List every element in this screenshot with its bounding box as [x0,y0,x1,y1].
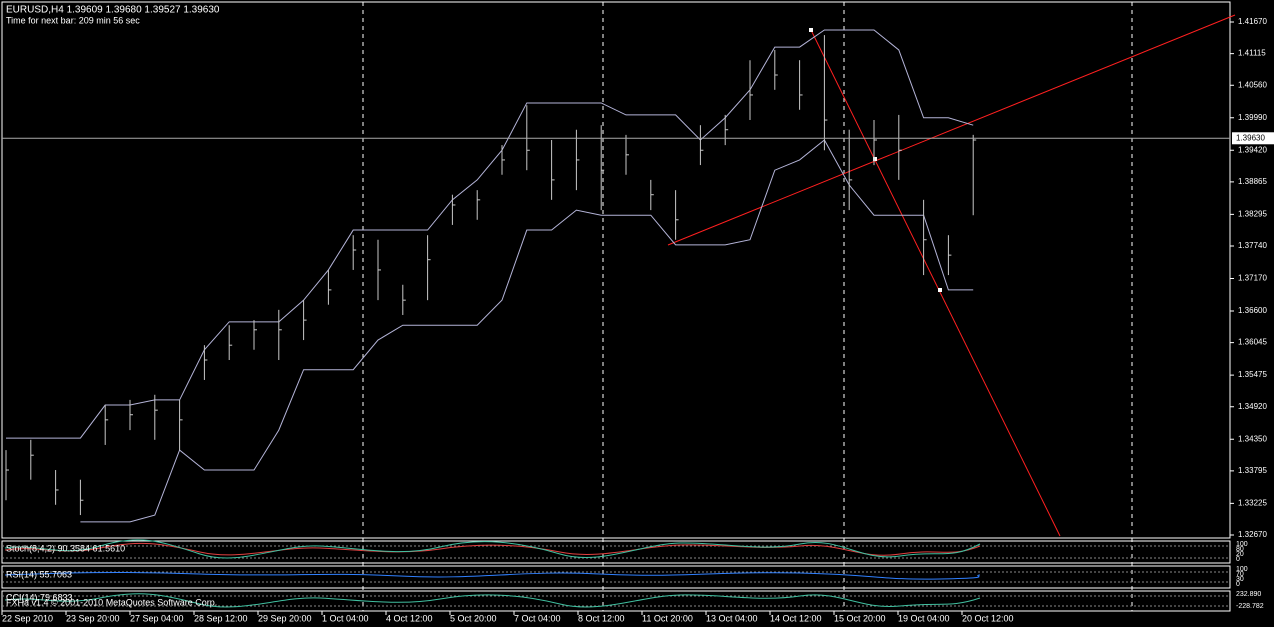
rsi-line [4,571,981,580]
cci-line [4,593,981,608]
x-tick-label: 14 Oct 12:00 [770,613,822,623]
main-frame [1,1,1231,539]
indicator-levels [2,545,1230,607]
indicator-scale: 0 [1236,556,1240,563]
y-tick-label: 1.38865 [1238,177,1267,186]
y-tick-label: 1.35475 [1238,370,1267,379]
rsi-frame [1,565,1231,589]
x-tick-label: 13 Oct 04:00 [706,613,758,623]
x-tick-label: 23 Sep 20:00 [66,613,120,623]
y-tick-label: 1.37740 [1238,241,1267,250]
bid-label: 1.39630 [1236,133,1265,142]
y-tick-label: 1.32670 [1238,530,1267,539]
subtitle: Time for next bar: 209 min 56 sec [6,15,140,25]
y-tick-label: 1.40560 [1238,80,1267,89]
indicator-scale: 20 [1236,551,1244,558]
x-tick-label: 28 Sep 12:00 [194,613,248,623]
x-tick-label: 11 Oct 20:00 [642,613,693,623]
indicator-scale: 100 [1236,566,1248,573]
x-tick-label: 4 Oct 12:00 [386,613,433,623]
x-tick-label: 22 Sep 2010 [2,613,53,623]
y-tick-label: 1.41115 [1238,49,1266,58]
stoch-main [4,539,981,559]
bid-box [1232,132,1274,145]
x-tick-label: 8 Oct 12:00 [578,613,625,623]
point [809,28,813,32]
indicator-scale: 70 [1236,571,1244,578]
x-tick-label: 15 Oct 20:00 [834,613,886,623]
y-tick-label: 1.33795 [1238,466,1267,475]
y-tick-label: 1.36045 [1238,338,1267,347]
y-tick-label: 1.36600 [1238,306,1267,315]
trendline [667,14,1236,246]
trendline [810,29,1061,537]
y-tick-label: 1.39990 [1238,113,1267,122]
indicator-scale: 0 [1236,581,1240,588]
copyright: FXHa v1.4 © 2001-2010 MetaQuotes Softwar… [6,597,217,607]
y-tick-label: 1.38295 [1238,209,1267,218]
y-tick-label: 1.34920 [1238,402,1267,411]
point [938,288,942,292]
title: EURUSD,H4 1.39609 1.39680 1.39527 1.3963… [6,5,220,16]
stoch-frame [1,540,1231,564]
indicator-scale: 80 [1236,546,1244,553]
indicator-label: CCI(14) 79.6833 [6,592,73,602]
trendlines [667,14,1236,537]
y-tick-label: 1.39420 [1238,145,1267,154]
cci-frame [1,590,1231,612]
x-tick-label: 29 Sep 20:00 [258,613,312,623]
y-tick-label: 1.33225 [1238,498,1267,507]
indicator-scale: 30 [1236,576,1244,583]
x-tick-label: 20 Oct 12:00 [962,613,1014,623]
point [873,157,877,161]
y-tick-label: 1.37170 [1238,274,1267,283]
indicator-scale: 100 [1236,541,1248,548]
trend-points [809,28,942,292]
x-tick-label: 7 Oct 04:00 [514,613,561,623]
y-tick-label: 1.34350 [1238,434,1267,443]
vertical-grid [362,2,1133,611]
channel-line [6,29,974,439]
indicator-scale: 232.890 [1236,591,1261,598]
indicator-label: Stoch(8,4,2) 90.3584 61.5610 [6,543,125,553]
x-tick-label: 5 Oct 20:00 [450,613,497,623]
x-tick-label: 1 Oct 04:00 [322,613,369,623]
y-tick-label: 1.41670 [1238,17,1267,26]
stoch-signal [4,542,981,556]
x-tick-label: 19 Oct 04:00 [898,613,950,623]
x-tick-label: 27 Sep 04:00 [130,613,184,623]
indicator-label: RSI(14) 55.7063 [6,569,72,579]
indicator-scale: -228.782 [1236,603,1264,610]
